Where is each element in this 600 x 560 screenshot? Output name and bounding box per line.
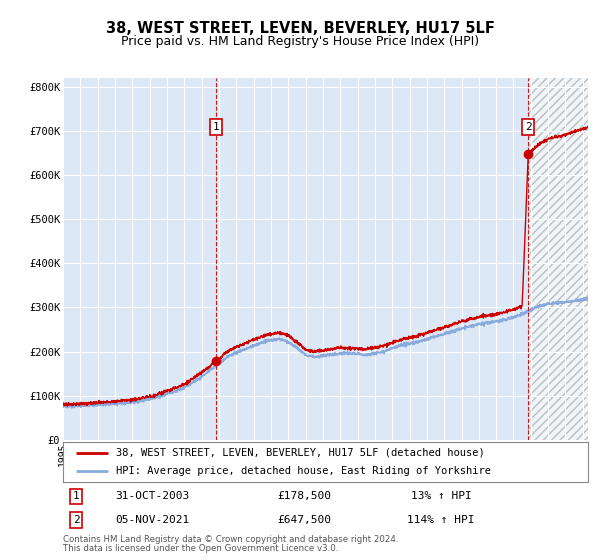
Text: 13% ↑ HPI: 13% ↑ HPI — [410, 492, 472, 501]
Bar — [528, 78, 588, 440]
Text: HPI: Average price, detached house, East Riding of Yorkshire: HPI: Average price, detached house, East… — [115, 466, 491, 476]
Text: Price paid vs. HM Land Registry's House Price Index (HPI): Price paid vs. HM Land Registry's House … — [121, 35, 479, 48]
Text: 38, WEST STREET, LEVEN, BEVERLEY, HU17 5LF (detached house): 38, WEST STREET, LEVEN, BEVERLEY, HU17 5… — [115, 448, 484, 458]
Text: £178,500: £178,500 — [277, 492, 331, 501]
Text: This data is licensed under the Open Government Licence v3.0.: This data is licensed under the Open Gov… — [63, 544, 338, 553]
Text: 31-OCT-2003: 31-OCT-2003 — [115, 492, 190, 501]
Text: £647,500: £647,500 — [277, 515, 331, 525]
Text: 38, WEST STREET, LEVEN, BEVERLEY, HU17 5LF: 38, WEST STREET, LEVEN, BEVERLEY, HU17 5… — [106, 21, 494, 36]
Text: 114% ↑ HPI: 114% ↑ HPI — [407, 515, 475, 525]
Text: 05-NOV-2021: 05-NOV-2021 — [115, 515, 190, 525]
Text: 2: 2 — [73, 515, 79, 525]
Text: Contains HM Land Registry data © Crown copyright and database right 2024.: Contains HM Land Registry data © Crown c… — [63, 535, 398, 544]
Text: 1: 1 — [73, 492, 79, 501]
Text: 1: 1 — [212, 122, 220, 132]
Text: 2: 2 — [525, 122, 532, 132]
